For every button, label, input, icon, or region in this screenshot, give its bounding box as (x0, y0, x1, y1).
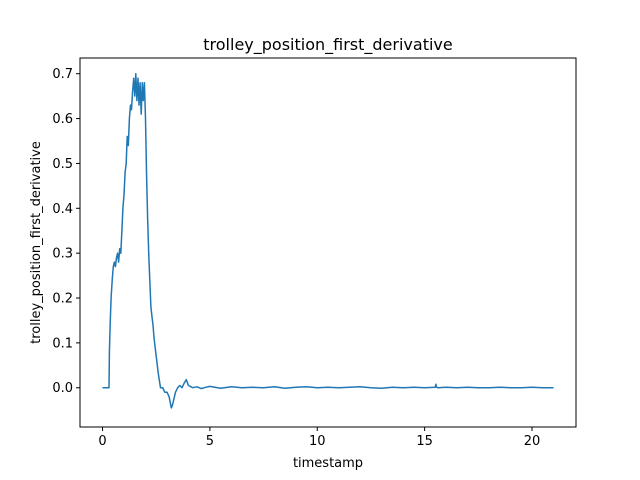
y-tick-label: 0.6 (52, 112, 73, 127)
plot-area (79, 57, 577, 428)
y-tick-label: 0.3 (52, 247, 73, 262)
chart-title: trolley_position_first_derivative (203, 35, 452, 55)
y-tick-label: 0.2 (52, 292, 73, 307)
y-tick-label: 0.4 (52, 202, 73, 217)
y-tick-label: 0.7 (52, 67, 73, 82)
y-axis-label: trolley_position_first_derivative (29, 141, 44, 344)
x-tick-label: 0 (98, 434, 106, 449)
x-axis-label: timestamp (293, 456, 363, 471)
y-axis: 0.0 0.1 0.2 0.3 0.4 0.5 0.6 0.7 (52, 67, 80, 396)
x-tick-label: 10 (309, 434, 326, 449)
x-tick-label: 20 (524, 434, 541, 449)
series-line (102, 72, 554, 409)
x-axis: 0 5 10 15 20 (98, 427, 540, 449)
y-tick-label: 0.0 (52, 381, 73, 396)
y-tick-label: 0.5 (52, 157, 73, 172)
y-tick-label: 0.1 (52, 336, 73, 351)
x-tick-label: 15 (416, 434, 433, 449)
axes-frame (79, 57, 577, 428)
x-tick-label: 5 (206, 434, 214, 449)
